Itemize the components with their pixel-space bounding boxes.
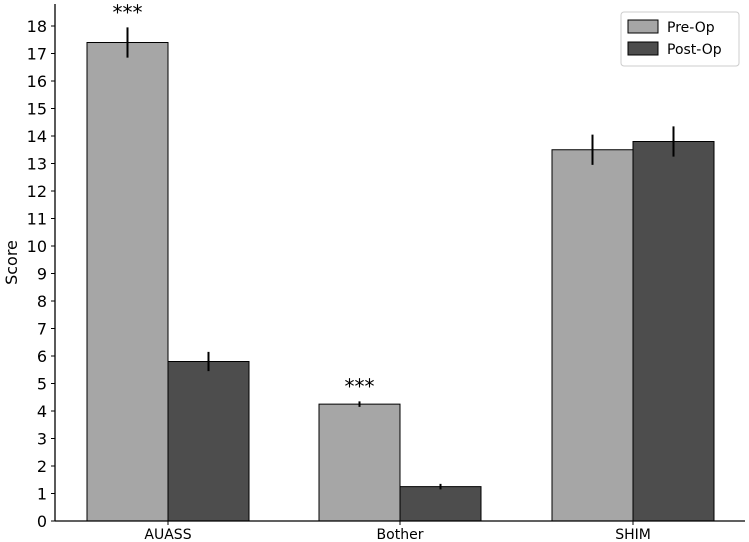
y-tick-label: 14 — [27, 127, 47, 146]
y-axis-label: Score — [2, 240, 21, 285]
bar-pre-op-bother — [318, 403, 401, 522]
bars-layer — [86, 42, 715, 522]
y-tick-label: 2 — [37, 457, 47, 476]
legend-swatch-post-op — [627, 41, 659, 56]
y-tick-label: 11 — [27, 210, 47, 229]
y-tick-label: 1 — [37, 485, 47, 504]
y-tick-label: 8 — [37, 292, 47, 311]
y-tick-label: 5 — [37, 375, 47, 394]
y-tick-label: 4 — [37, 402, 47, 421]
significance-annotation-bother: *** — [345, 374, 375, 398]
annotations-layer: *** *** — [113, 0, 375, 398]
y-tick-label: 18 — [27, 17, 47, 36]
bar-post-op-bother — [399, 486, 482, 522]
y-tick-label: 15 — [27, 100, 47, 119]
significance-annotation-auass: *** — [113, 0, 143, 24]
bar-post-op-shim — [632, 141, 715, 522]
error-bars-layer — [126, 27, 675, 490]
y-tick-label: 0 — [37, 512, 47, 531]
legend-label-pre-op: Pre-Op — [667, 20, 715, 36]
bar-pre-op-shim — [551, 149, 634, 522]
legend: Pre-Op Post-Op — [620, 11, 740, 67]
y-tick-label: 3 — [37, 430, 47, 449]
y-tick-label: 16 — [27, 72, 47, 91]
y-tick-label: 17 — [27, 45, 47, 64]
y-tick-label: 9 — [37, 265, 47, 284]
x-tick-label-auass: AUASS — [144, 527, 191, 542]
y-tick-label: 10 — [27, 237, 47, 256]
y-tick-label: 13 — [27, 155, 47, 174]
x-tick-label-shim: SHIM — [615, 527, 651, 542]
bar-pre-op-auass — [86, 42, 169, 522]
y-tick-label: 6 — [37, 347, 47, 366]
y-tick-label: 12 — [27, 182, 47, 201]
legend-label-post-op: Post-Op — [667, 42, 722, 58]
y-tick-label: 7 — [37, 320, 47, 339]
bar-post-op-auass — [167, 361, 250, 522]
legend-swatch-pre-op — [627, 19, 659, 34]
x-tick-label-bother: Bother — [377, 527, 424, 542]
